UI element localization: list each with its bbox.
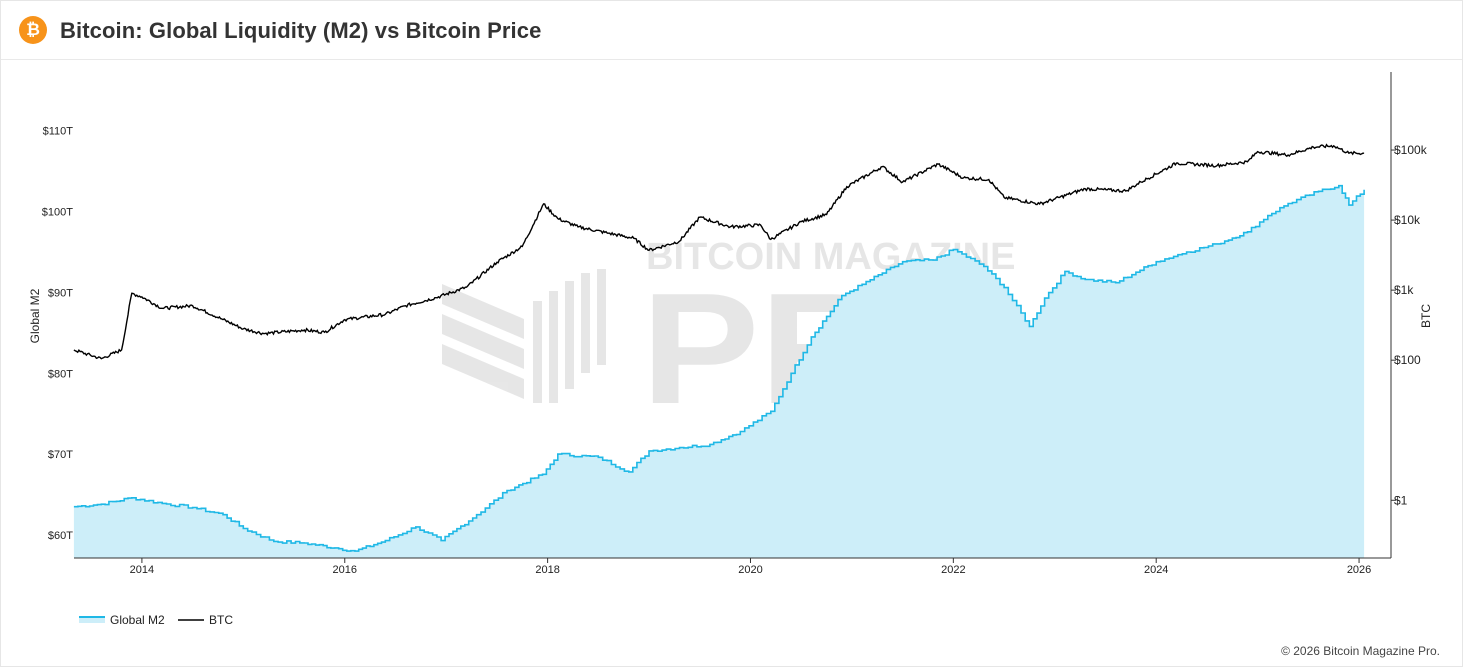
right-axis-ticks: $1 $100 $1k $10k $100k [1391,143,1428,507]
copyright-text: © 2026 Bitcoin Magazine Pro. [1281,644,1440,658]
left-axis-ticks: $60T $70T $80T $90T $100T $110T [42,126,73,542]
series-line-global-m2[interactable] [73,184,1365,552]
chart-header: ₿ Bitcoin: Global Liquidity (M2) vs Bitc… [1,1,1462,60]
legend: Global M2 BTC [79,613,233,627]
legend-item-global-m2[interactable]: Global M2 [79,613,165,627]
left-tick-label-4: $100T [42,207,73,219]
x-tick-label-2022: 2022 [941,564,965,576]
left-axis-label: Global M2 [28,288,42,343]
x-tick-label-2014: 2014 [130,564,154,576]
right-tick-label-3: $10k [1394,213,1421,227]
left-tick-label-2: $80T [48,368,73,380]
right-tick-label-0: $1 [1394,493,1408,507]
chart-canvas[interactable]: BITCOIN MAGAZINE PRO 2014201620182020202… [1,59,1462,666]
legend-label-btc: BTC [209,613,233,627]
right-tick-label-4: $100k [1394,143,1428,157]
x-tick-label-2016: 2016 [333,564,357,576]
right-axis-label: BTC [1419,304,1433,328]
left-tick-label-3: $90T [48,287,73,299]
x-tick-label-2026: 2026 [1347,564,1371,576]
m2-area-fill [73,185,1365,558]
bitcoin-logo-icon: ₿ [19,16,47,44]
legend-swatch-global-m2 [79,616,105,623]
plot-area [73,143,1365,558]
left-tick-label-0: $60T [48,530,73,542]
series-line-btc[interactable] [73,143,1365,360]
x-tick-label-2018: 2018 [535,564,559,576]
right-tick-label-1: $100 [1394,353,1421,367]
legend-label-global-m2: Global M2 [110,613,165,627]
left-tick-label-5: $110T [43,126,74,138]
x-tick-label-2024: 2024 [1144,564,1168,576]
x-axis-ticks: 2014 2016 2018 2020 2022 2024 2026 [130,558,1371,576]
legend-item-btc[interactable]: BTC [178,613,233,627]
right-tick-label-2: $1k [1394,283,1414,297]
x-tick-label-2020: 2020 [738,564,762,576]
watermark-logo-icon [442,269,606,403]
left-tick-label-1: $70T [48,449,73,461]
chart-title: Bitcoin: Global Liquidity (M2) vs Bitcoi… [60,18,542,43]
